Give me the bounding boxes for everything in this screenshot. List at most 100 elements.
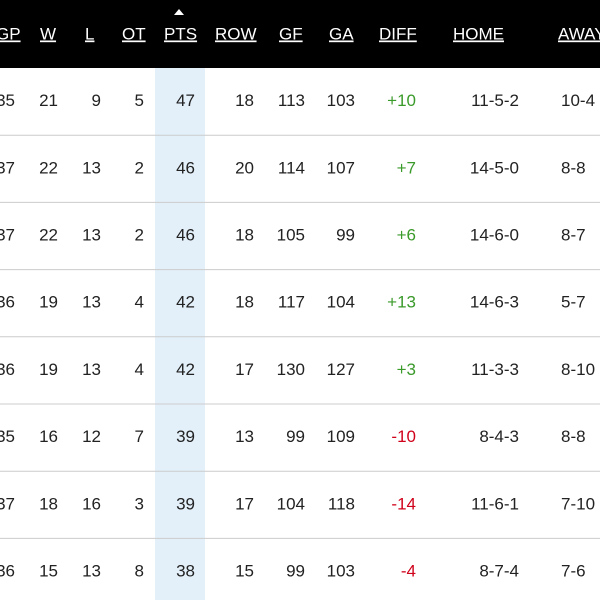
column-header[interactable]: GP [0,24,21,43]
column-header[interactable]: AWAY [558,24,600,43]
cell: 7 [135,427,144,446]
cell: 2 [135,158,144,177]
cell: 47 [176,91,195,110]
cell: 18 [39,494,58,513]
cell: 37 [0,158,15,177]
cell: 18 [235,91,254,110]
cell: 17 [235,494,254,513]
cell: 13 [82,360,101,379]
cell: 7-10 [561,494,595,513]
cell: 8-8 [561,158,586,177]
column-header[interactable]: OT [122,24,146,43]
cell: 20 [235,158,254,177]
cell: 16 [82,494,101,513]
cell: 46 [176,225,195,244]
cell: -14 [391,494,416,513]
cell: +13 [387,293,416,312]
cell: 42 [176,360,195,379]
cell: 127 [327,360,355,379]
cell: 99 [336,225,355,244]
cell: 39 [176,494,195,513]
column-header[interactable]: ROW [215,24,257,43]
cell: 37 [0,494,15,513]
cell: 36 [0,360,15,379]
cell: +7 [397,158,416,177]
cell: 39 [176,427,195,446]
cell: 5-7 [561,293,586,312]
cell: 14-6-0 [470,225,519,244]
cell: 104 [277,494,305,513]
column-header[interactable]: DIFF [379,24,417,43]
cell: 99 [286,427,305,446]
cell: 12 [82,427,101,446]
cell: 42 [176,293,195,312]
cell: 46 [176,158,195,177]
cell: 21 [39,91,58,110]
cell: 22 [39,225,58,244]
cell: 11-5-2 [471,91,519,110]
cell: 36 [0,561,15,580]
cell: 8-8 [561,427,586,446]
column-header[interactable]: L [85,24,94,43]
cell: 15 [235,561,254,580]
cell: 5 [135,91,144,110]
cell: 130 [277,360,305,379]
cell: 7-6 [561,561,586,580]
cell: 11-3-3 [471,360,519,379]
cell: 107 [327,158,355,177]
cell: 8 [135,561,144,580]
header-bar [0,0,600,68]
cell: 38 [176,561,195,580]
cell: 4 [135,293,144,312]
cell: 13 [82,561,101,580]
column-header[interactable]: HOME [453,24,504,43]
cell: 99 [286,561,305,580]
cell: 103 [327,561,355,580]
cell: 19 [39,360,58,379]
column-header[interactable]: W [40,24,56,43]
cell: +3 [397,360,416,379]
cell: 35 [0,91,15,110]
cell: 13 [82,158,101,177]
cell: 9 [92,91,101,110]
cell: 118 [328,494,355,513]
cell: 2 [135,225,144,244]
cell: -4 [401,561,416,580]
cell: 18 [235,225,254,244]
cell: 3 [135,494,144,513]
cell: 8-7-4 [479,561,519,580]
cell: 13 [235,427,254,446]
cell: 16 [39,427,58,446]
cell: 105 [277,225,305,244]
cell: 13 [82,293,101,312]
cell: 22 [39,158,58,177]
cell: 10-4 [561,91,595,110]
cell: 109 [327,427,355,446]
cell: 4 [135,360,144,379]
cell: 17 [235,360,254,379]
cell: 15 [39,561,58,580]
cell: 13 [82,225,101,244]
column-header[interactable]: PTS [164,24,197,43]
column-header[interactable]: GF [279,24,303,43]
cell: 18 [235,293,254,312]
cell: 104 [327,293,355,312]
cell: 8-7 [561,225,586,244]
cell: 8-10 [561,360,595,379]
cell: +10 [387,91,416,110]
cell: -10 [391,427,416,446]
cell: 103 [327,91,355,110]
cell: 14-5-0 [470,158,519,177]
sort-arrow [174,9,184,15]
cell: 37 [0,225,15,244]
cell: 117 [278,293,305,312]
cell: 113 [278,91,305,110]
cell: 35 [0,427,15,446]
cell: 8-4-3 [479,427,519,446]
column-header[interactable]: GA [329,24,354,43]
cell: 114 [278,158,305,177]
cell: 14-6-3 [470,293,519,312]
cell: 11-6-1 [471,494,519,513]
